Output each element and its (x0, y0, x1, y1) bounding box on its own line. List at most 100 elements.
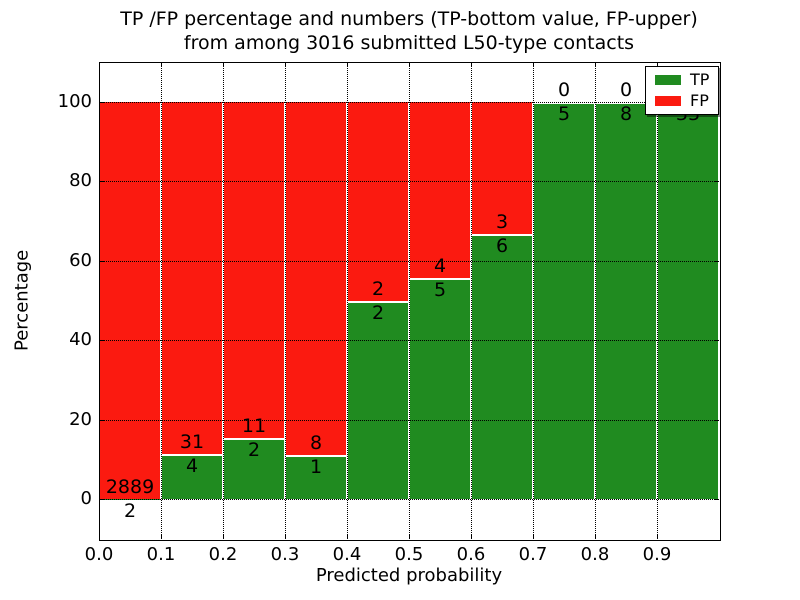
x-tick-mark-top (409, 62, 410, 67)
grid-line-vertical (161, 62, 162, 539)
bar-tp-segment (285, 455, 347, 500)
y-tick-mark (99, 419, 104, 421)
chart-title-line1: TP /FP percentage and numbers (TP-bottom… (120, 8, 698, 30)
y-tick-label: 0 (80, 488, 92, 510)
y-tick-mark (99, 181, 104, 183)
x-tick-mark (409, 534, 410, 539)
fp-count-label: 2889 (105, 475, 155, 498)
x-tick-mark-top (471, 62, 472, 67)
x-tick-mark (471, 534, 472, 539)
y-tick-mark-right (714, 340, 719, 342)
x-tick-label: 0.0 (84, 544, 114, 565)
x-tick-mark-top (347, 62, 348, 67)
x-tick-mark (533, 534, 534, 539)
x-axis-label: Predicted probability (315, 565, 503, 586)
x-tick-mark-top (657, 62, 658, 67)
tp-count-label: 6 (495, 235, 509, 258)
bar-fp-segment (409, 101, 471, 279)
x-tick-label: 0.1 (146, 544, 176, 565)
y-tick-mark-right (714, 499, 719, 501)
fp-count-label: 4 (433, 255, 447, 278)
grid-line-vertical (533, 62, 534, 539)
tp-count-label: 2 (371, 301, 385, 324)
tp-count-label: 1 (309, 456, 323, 479)
tp-count-label: 2 (247, 439, 261, 462)
x-tick-label: 0.5 (394, 544, 424, 565)
y-axis-label: Percentage (11, 249, 33, 352)
y-tick-label: 20 (69, 408, 92, 430)
grid-line-vertical (657, 62, 658, 539)
tp-count-label: 4 (185, 454, 199, 477)
y-tick-mark (99, 260, 104, 262)
legend-item-fp: FP (655, 93, 709, 109)
x-tick-label: 0.9 (642, 544, 672, 565)
grid-line-vertical (347, 62, 348, 539)
grid-line-vertical (471, 62, 472, 539)
fp-count-label: 2 (371, 277, 385, 300)
tp-count-label: 5 (557, 102, 571, 125)
tp-count-label: 8 (619, 102, 633, 125)
x-tick-mark (223, 534, 224, 539)
chart-title: TP /FP percentage and numbers (TP-bottom… (99, 7, 719, 55)
tp-count-label: 2 (123, 499, 137, 522)
y-tick-mark-right (714, 419, 719, 421)
x-tick-label: 0.6 (456, 544, 486, 565)
x-tick-mark-top (533, 62, 534, 67)
bar-fp-segment (99, 101, 161, 499)
legend: TP FP (645, 66, 720, 115)
bar-tp-segment (347, 300, 409, 500)
x-tick-mark-top (161, 62, 162, 67)
y-tick-mark (99, 101, 104, 103)
legend-label-fp: FP (690, 91, 709, 110)
grid-line-vertical (595, 62, 596, 539)
bar-fp-segment (223, 101, 285, 439)
tp-color-swatch (655, 75, 681, 85)
bar-tp-segment (161, 453, 223, 500)
grid-line-vertical (409, 62, 410, 539)
tp-count-label: 5 (433, 279, 447, 302)
fp-count-label: 8 (309, 432, 323, 455)
fp-count-label: 3 (495, 211, 509, 234)
x-tick-mark-top (99, 62, 100, 67)
grid-line-vertical (285, 62, 286, 539)
legend-item-tp: TP (655, 72, 709, 88)
x-tick-mark (161, 534, 162, 539)
bar-fp-segment (347, 101, 409, 301)
x-tick-label: 0.4 (332, 544, 362, 565)
y-tick-mark-right (714, 181, 719, 183)
bar-tp-segment (595, 101, 657, 500)
bar-tp-segment (409, 278, 471, 500)
x-tick-mark (595, 534, 596, 539)
x-tick-mark (657, 534, 658, 539)
y-tick-label: 60 (69, 249, 92, 271)
y-tick-mark (99, 499, 104, 501)
x-tick-label: 0.8 (580, 544, 610, 565)
y-tick-label: 40 (69, 329, 92, 351)
legend-label-tp: TP (690, 70, 710, 89)
x-tick-mark (99, 534, 100, 539)
x-tick-label: 0.3 (270, 544, 300, 565)
x-tick-mark (347, 534, 348, 539)
bar-fp-segment (285, 101, 347, 456)
bar-tp-segment (533, 101, 595, 500)
fp-count-label: 0 (619, 78, 633, 101)
fp-color-swatch (655, 96, 681, 106)
bar-fp-segment (471, 101, 533, 235)
fp-count-label: 31 (179, 430, 205, 453)
y-tick-mark (99, 340, 104, 342)
fp-count-label: 0 (557, 78, 571, 101)
y-tick-label: 80 (69, 170, 92, 192)
bar-tp-segment (657, 101, 719, 500)
bar-tp-segment (471, 234, 533, 500)
y-tick-mark-right (714, 260, 719, 262)
chart-title-line2: from among 3016 submitted L50-type conta… (183, 32, 635, 54)
bar-fp-segment (161, 101, 223, 454)
x-tick-label: 0.2 (208, 544, 238, 565)
x-tick-label: 0.7 (518, 544, 548, 565)
grid-line-vertical (223, 62, 224, 539)
x-tick-mark-top (595, 62, 596, 67)
fp-count-label: 11 (241, 415, 267, 438)
y-tick-label: 100 (57, 90, 92, 112)
x-tick-mark-top (223, 62, 224, 67)
